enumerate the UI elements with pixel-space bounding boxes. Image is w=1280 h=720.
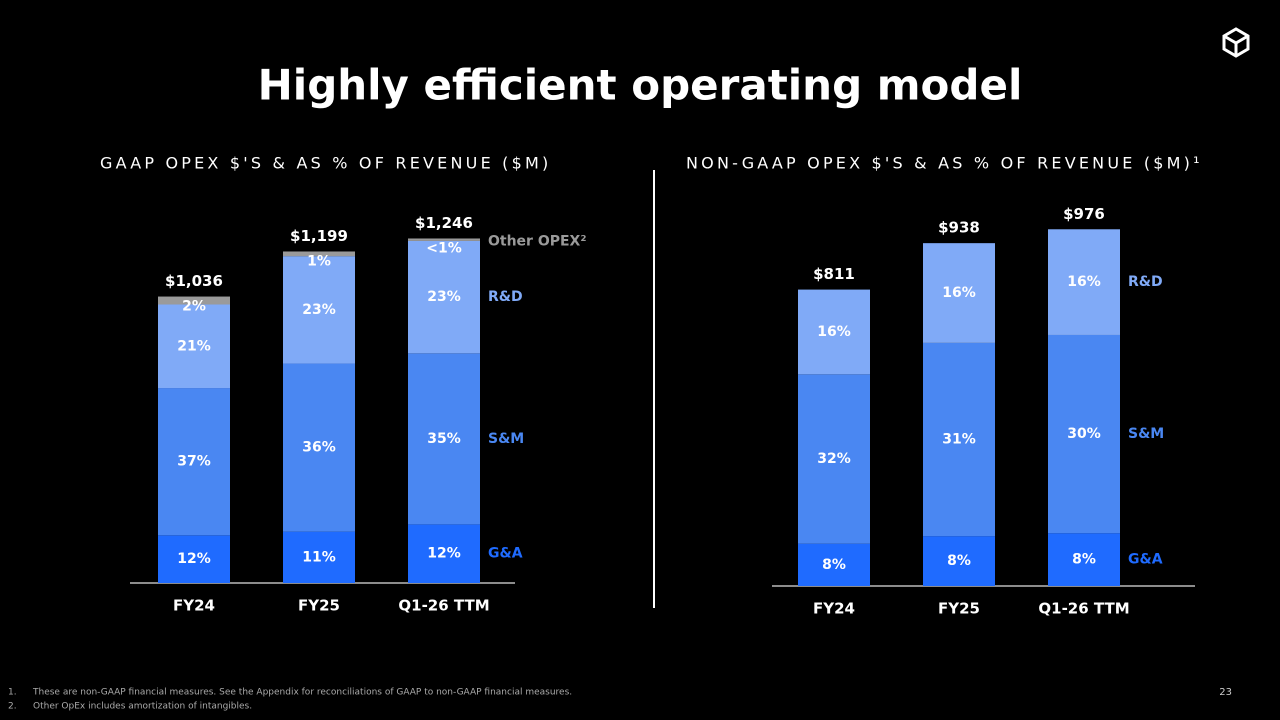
- data-label: 8%: [1072, 552, 1096, 568]
- footnote-marker: 2.: [8, 702, 17, 712]
- footnote: These are non-GAAP financial measures. S…: [32, 688, 572, 698]
- data-label: 37%: [177, 454, 211, 470]
- x-tick-label: FY25: [938, 600, 980, 618]
- legend-label: Other OPEX²: [488, 233, 587, 249]
- x-tick-label: FY25: [298, 597, 340, 615]
- bar-segment: [408, 240, 480, 354]
- bar-segment: [798, 289, 870, 375]
- bar-segment: [408, 353, 480, 525]
- total-label: $1,036: [165, 272, 223, 290]
- data-label: 36%: [302, 440, 336, 456]
- page-number: 23: [1219, 687, 1232, 698]
- total-label: $976: [1063, 205, 1105, 223]
- bar-segment: [923, 243, 995, 343]
- bar-segment: [283, 256, 355, 364]
- bar-segment: [1048, 334, 1120, 534]
- legend-label: R&D: [1128, 274, 1163, 290]
- data-label: 16%: [1067, 274, 1101, 290]
- bar-segment: [408, 238, 480, 241]
- data-label: 23%: [302, 302, 336, 318]
- data-label: 32%: [817, 451, 851, 467]
- bar-segment: [158, 304, 230, 389]
- total-label: $811: [813, 265, 855, 283]
- legend-label: G&A: [488, 546, 523, 562]
- data-label: 8%: [822, 557, 846, 573]
- data-label: 21%: [177, 338, 211, 354]
- data-label: 11%: [302, 549, 336, 565]
- data-label: 12%: [177, 551, 211, 567]
- legend-label: S&M: [488, 431, 524, 447]
- bar-segment: [923, 536, 995, 586]
- data-label: 35%: [427, 431, 461, 447]
- bar-segment: [283, 363, 355, 532]
- bar-segment: [798, 543, 870, 586]
- chart-title: NON-GAAP OPEX $'S & AS % OF REVENUE ($M)…: [686, 154, 1203, 173]
- total-label: $1,246: [415, 214, 473, 232]
- data-label: 8%: [947, 553, 971, 569]
- bar-segment: [1048, 229, 1120, 335]
- data-label: 12%: [427, 546, 461, 562]
- bar-segment: [923, 342, 995, 537]
- data-label: 16%: [817, 324, 851, 340]
- chart-title: GAAP OPEX $'S & AS % OF REVENUE ($M): [100, 154, 551, 173]
- bar-segment: [1048, 533, 1120, 586]
- data-label: 1%: [307, 253, 331, 269]
- x-tick-label: FY24: [813, 600, 855, 618]
- bar-segment: [158, 296, 230, 305]
- total-label: $938: [938, 219, 980, 237]
- x-tick-label: FY24: [173, 597, 215, 615]
- bar-segment: [158, 535, 230, 583]
- logo: [1222, 27, 1250, 58]
- legend-label: S&M: [1128, 426, 1164, 442]
- x-tick-label: Q1-26 TTM: [398, 597, 489, 615]
- data-label: <1%: [426, 240, 462, 256]
- total-label: $1,199: [290, 227, 348, 245]
- data-label: 2%: [182, 299, 206, 315]
- legend-label: R&D: [488, 289, 523, 305]
- legend-label: G&A: [1128, 552, 1163, 568]
- x-tick-label: Q1-26 TTM: [1038, 600, 1129, 618]
- slide-title: Highly efficient operating model: [258, 61, 1023, 110]
- bar-segment: [408, 524, 480, 583]
- footnote: Other OpEx includes amortization of inta…: [33, 702, 252, 712]
- footnote-marker: 1.: [8, 688, 17, 698]
- data-label: 31%: [942, 432, 976, 448]
- data-label: 16%: [942, 285, 976, 301]
- bar-segment: [158, 388, 230, 536]
- bar-segment: [283, 251, 355, 257]
- data-label: 30%: [1067, 426, 1101, 442]
- bar-segment: [798, 374, 870, 544]
- bar-segment: [283, 531, 355, 583]
- data-label: 23%: [427, 289, 461, 305]
